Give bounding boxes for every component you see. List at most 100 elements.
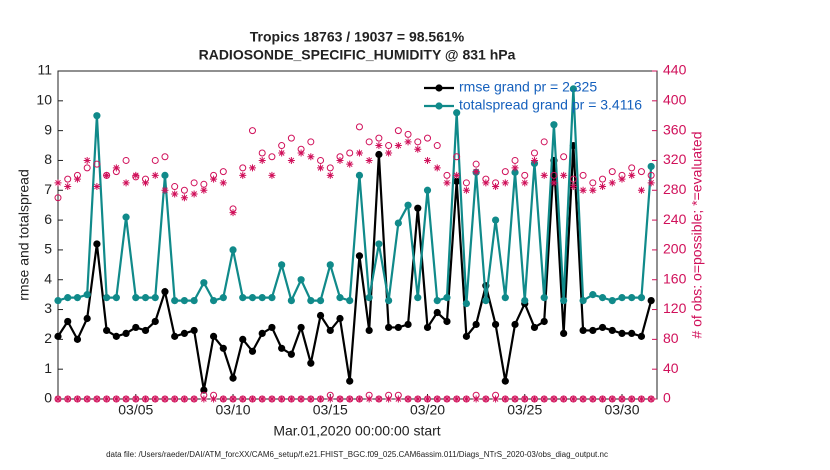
obs-evaluated — [54, 395, 62, 403]
obs-evaluated — [239, 395, 247, 403]
point — [103, 294, 111, 302]
obs-evaluated — [589, 186, 597, 194]
point — [151, 317, 159, 326]
point — [628, 329, 636, 337]
y2-axis-label: # of obs: o=possible; *=evaluated — [689, 131, 705, 338]
point — [54, 297, 62, 305]
point — [248, 294, 257, 302]
point — [482, 297, 490, 305]
y2-tick-label: 400 — [663, 92, 687, 108]
obs-evaluated — [628, 395, 636, 403]
point — [248, 347, 257, 355]
y-tick-label: 8 — [44, 151, 52, 167]
point — [93, 112, 101, 120]
obs-evaluated — [647, 395, 655, 403]
obs-evaluated — [394, 395, 402, 403]
point — [414, 294, 422, 302]
obs-evaluated — [608, 179, 616, 187]
point — [433, 297, 441, 305]
obs-evaluated — [268, 171, 276, 179]
obs-evaluated — [64, 395, 72, 403]
legend-marker — [435, 102, 443, 110]
obs-evaluated — [180, 395, 188, 403]
y-tick-label: 0 — [44, 390, 52, 406]
obs-evaluated — [618, 175, 626, 183]
obs-evaluated — [637, 395, 645, 403]
point — [83, 291, 91, 299]
obs-evaluated — [229, 209, 237, 217]
obs-possible — [530, 149, 538, 157]
obs-evaluated — [54, 179, 62, 187]
obs-evaluated — [501, 395, 509, 403]
obs-evaluated — [210, 175, 218, 183]
obs-possible — [219, 168, 227, 176]
y2-tick-label: 320 — [663, 151, 687, 167]
obs-evaluated — [453, 171, 461, 179]
obs-evaluated — [248, 164, 256, 172]
obs-evaluated — [530, 395, 538, 403]
obs-evaluated — [472, 395, 480, 403]
obs-possible — [404, 130, 412, 138]
point — [141, 326, 150, 335]
obs-evaluated — [365, 156, 373, 164]
obs-evaluated — [161, 395, 169, 403]
obs-evaluated — [142, 395, 150, 403]
obs-evaluated — [511, 164, 519, 172]
point — [404, 201, 412, 209]
point — [443, 294, 451, 302]
point — [423, 186, 432, 194]
y-tick-label: 2 — [44, 330, 52, 346]
obs-evaluated — [569, 395, 577, 403]
point — [511, 320, 519, 329]
point — [443, 317, 451, 326]
obs-evaluated — [83, 156, 91, 164]
point — [287, 350, 295, 358]
obs-evaluated — [336, 395, 344, 403]
obs-evaluated — [317, 395, 325, 403]
point — [365, 294, 373, 302]
obs-evaluated — [229, 395, 237, 403]
point — [501, 294, 509, 302]
obs-evaluated — [248, 395, 256, 403]
obs-evaluated — [346, 160, 354, 168]
y-axis-label: rmse and totalspread — [16, 169, 32, 301]
obs-possible — [501, 168, 509, 176]
x-tick-label: 03/25 — [507, 402, 542, 418]
obs-evaluated — [540, 171, 548, 179]
obs-evaluated — [307, 395, 315, 403]
legend-label: rmse grand pr = 2.325 — [459, 79, 597, 95]
y2-tick-label: 80 — [663, 330, 679, 346]
point — [180, 329, 189, 337]
obs-evaluated — [608, 395, 616, 403]
point — [93, 240, 101, 248]
obs-possible — [268, 153, 276, 161]
obs-evaluated — [190, 395, 198, 403]
point — [219, 294, 227, 302]
obs-evaluated — [73, 395, 81, 403]
point — [83, 314, 91, 323]
obs-possible — [599, 175, 607, 183]
point — [73, 294, 82, 302]
chart-subtitle: RADIOSONDE_SPECIFIC_HUMIDITY @ 831 hPa — [199, 47, 516, 63]
x-tick-label: 03/20 — [410, 402, 445, 418]
obs-evaluated — [424, 156, 432, 164]
obs-possible — [346, 149, 354, 157]
obs-evaluated — [569, 183, 577, 191]
obs-evaluated — [346, 395, 354, 403]
point — [589, 291, 597, 299]
obs-evaluated — [647, 179, 655, 187]
obs-evaluated — [297, 149, 305, 157]
obs-possible — [64, 175, 72, 183]
obs-possible — [239, 164, 247, 172]
x-axis-label: Mar.01,2020 00:00:00 start — [273, 423, 440, 439]
point — [462, 332, 471, 340]
y-tick-label: 3 — [44, 300, 52, 316]
point — [423, 323, 432, 332]
obs-evaluated — [530, 156, 538, 164]
x-tick-label: 03/05 — [118, 402, 153, 418]
obs-possible — [637, 168, 645, 176]
point — [268, 323, 276, 332]
point — [346, 297, 354, 305]
obs-evaluated — [112, 164, 120, 172]
obs-evaluated — [200, 395, 208, 403]
